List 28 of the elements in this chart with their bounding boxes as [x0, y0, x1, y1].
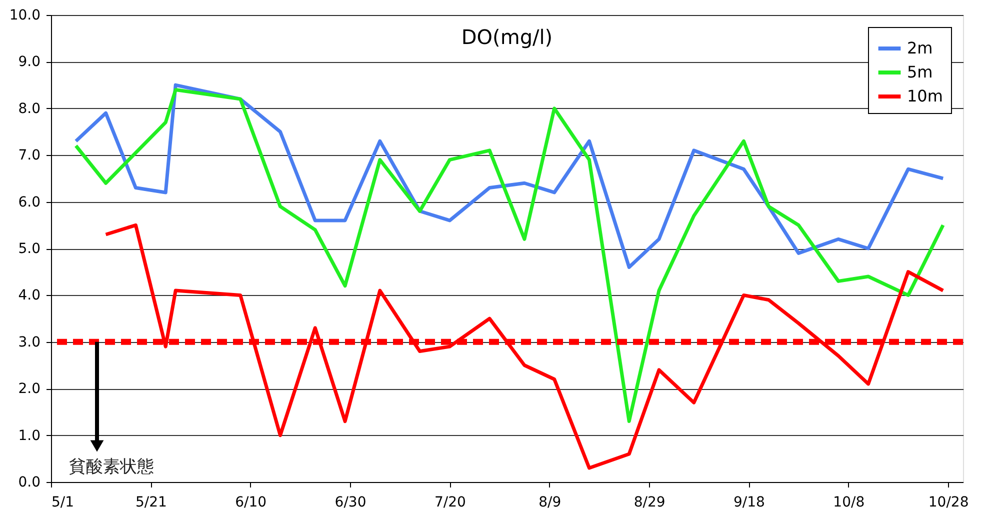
annotation: 貧酸素状態 — [69, 457, 154, 477]
y-tick-label: 5.0 — [18, 241, 40, 257]
line-series — [74, 88, 945, 424]
y-tick-label: 10.0 — [9, 8, 40, 24]
y-tick-label: 7.0 — [18, 148, 40, 164]
y-tick-label: 9.0 — [18, 54, 40, 70]
x-tick-label: 10/28 — [928, 494, 969, 510]
x-tick-label: 8/9 — [538, 494, 562, 510]
x-tick-label: 8/29 — [634, 494, 666, 510]
y-tick-label: 8.0 — [18, 100, 40, 117]
y-tick-label: 6.0 — [18, 194, 40, 210]
x-tick-label: 7/20 — [434, 494, 466, 510]
x-tick-label: 6/30 — [334, 494, 366, 510]
line-series — [74, 83, 945, 269]
x-tick-label: 6/10 — [235, 494, 267, 510]
legend-label: 5m — [907, 62, 933, 82]
legend-label: 10m — [907, 86, 943, 106]
legend-label: 2m — [907, 38, 933, 58]
y-tick-label: 4.0 — [18, 288, 40, 304]
text: DO(mg/l) — [461, 25, 553, 49]
x-tick-label: 10/8 — [833, 494, 865, 510]
y-tick-label: 2.0 — [18, 381, 40, 398]
x-tick-label: 9/18 — [733, 494, 765, 510]
y-tick-label: 3.0 — [18, 334, 40, 350]
x-tick-label: 5/21 — [135, 494, 167, 510]
x-tick-label: 5/1 — [52, 494, 74, 510]
y-tick-label: 0.0 — [18, 474, 40, 490]
y-tick-label: 1.0 — [18, 428, 40, 444]
